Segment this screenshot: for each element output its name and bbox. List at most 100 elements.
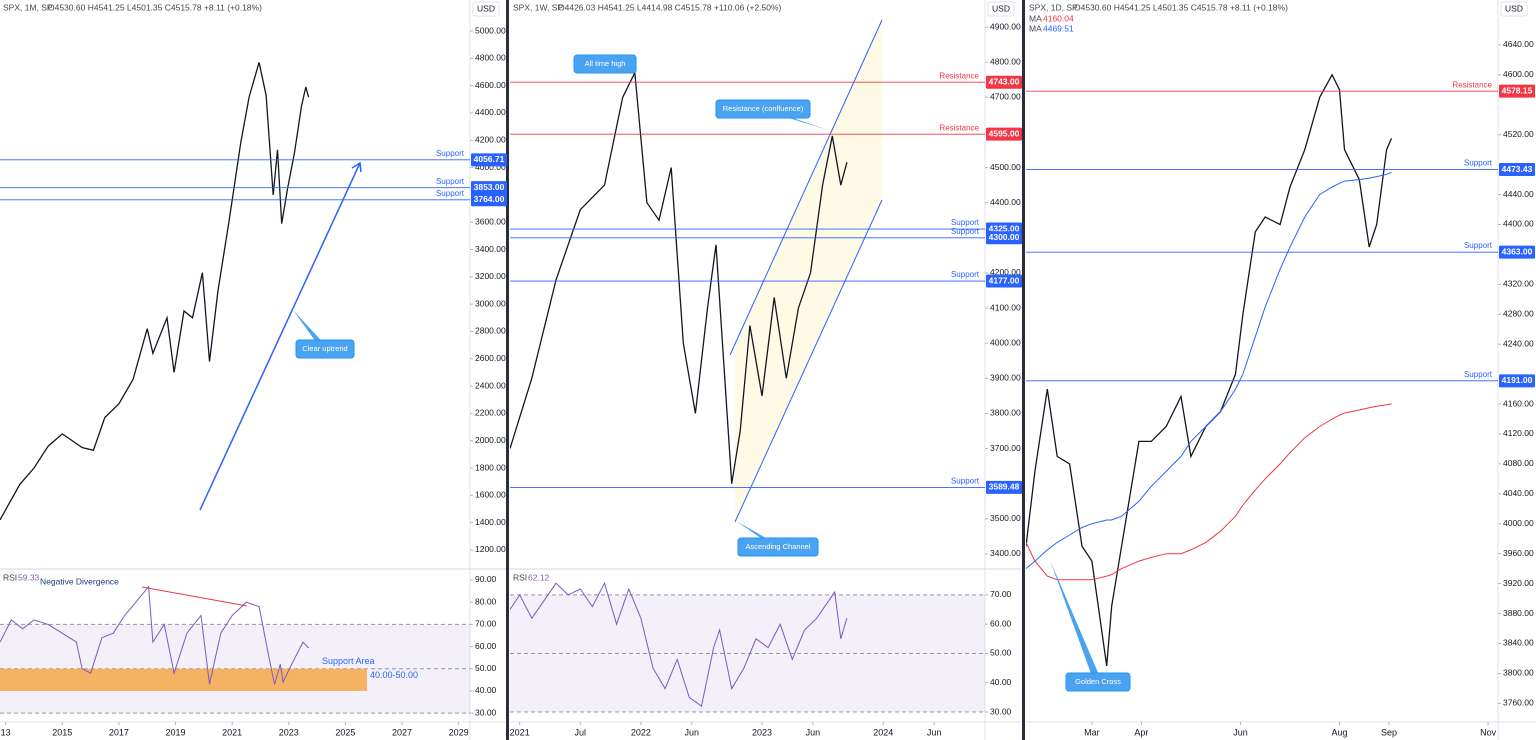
y-tick-label: 4520.00 (1503, 129, 1534, 139)
y-tick-label: 4800.00 (990, 56, 1021, 66)
annotation-text: Negative Divergence (40, 576, 119, 586)
callout-text: Ascending Channel (745, 542, 810, 551)
level-name: Support (951, 218, 980, 227)
series-line (1026, 171, 1392, 569)
y-tick-label: 4280.00 (1503, 308, 1534, 318)
y-tick-label: 2200.00 (475, 408, 506, 418)
y-tick-label: 4600.00 (1503, 69, 1534, 79)
x-tick-label: 2017 (109, 727, 129, 737)
x-tick-label: Jun (1233, 727, 1248, 737)
level-price-box (986, 75, 1022, 89)
plot-area (1026, 73, 1393, 666)
support-area-range: 40.00-50.00 (370, 670, 418, 680)
level-name: Support (951, 227, 980, 236)
x-tick-label: Mar (1084, 727, 1100, 737)
panel-separator (1022, 0, 1025, 740)
level-price-label: 4363.00 (1502, 246, 1533, 256)
level-name: Resistance (1452, 80, 1492, 89)
level-name: Support (1464, 241, 1493, 250)
legend-value: 4469.51 (1043, 23, 1074, 33)
callout-box (715, 99, 811, 119)
x-tick-label: 2027 (392, 727, 412, 737)
y-tick-label: 2600.00 (475, 353, 506, 363)
x-tick-label: Sep (1381, 727, 1397, 737)
x-tick-label: 2021 (510, 727, 530, 737)
plot-area (510, 70, 848, 484)
y-tick-label: 3920.00 (1503, 578, 1534, 588)
x-tick-label: 2019 (166, 727, 186, 737)
x-tick-label: 2021 (222, 727, 242, 737)
currency-label: USD (477, 3, 495, 13)
divergence-line (141, 586, 248, 607)
level-name: Support (951, 477, 980, 486)
series-line (1026, 403, 1392, 581)
level-price-box (471, 181, 507, 195)
y-tick-label: 40.00 (990, 677, 1012, 687)
y-tick-label: 3900.00 (990, 373, 1021, 383)
y-tick-label: 4800.00 (475, 53, 506, 63)
y-tick-label: 60.00 (990, 618, 1012, 628)
x-tick-label: 13 (1, 727, 11, 737)
level-name: Support (951, 270, 980, 279)
y-tick-label: 50.00 (990, 648, 1012, 658)
y-tick-label: 4440.00 (1503, 189, 1534, 199)
currency-label: USD (992, 3, 1010, 13)
y-tick-label: 1400.00 (475, 517, 506, 527)
ohlc-values: O4426.03 H4541.25 L4414.98 C4515.78 +110… (558, 2, 782, 12)
x-tick-label: 2023 (279, 727, 299, 737)
y-tick-label: 3400.00 (475, 244, 506, 254)
y-tick-label: 4120.00 (1503, 428, 1534, 438)
y-tick-label: 1800.00 (475, 462, 506, 472)
x-tick-label: Jun (806, 727, 821, 737)
y-tick-label: 4000.00 (475, 162, 506, 172)
y-tick-label: 4600.00 (475, 80, 506, 90)
callout-text: Resistance (confluence) (723, 104, 804, 113)
level-price-label: 4578.15 (1502, 85, 1533, 95)
callout-box (295, 339, 355, 359)
y-tick-label: 3600.00 (475, 216, 506, 226)
y-tick-label: 4040.00 (1503, 488, 1534, 498)
y-tick-label: 4400.00 (1503, 219, 1534, 229)
indicator-title: RSI (3, 572, 17, 582)
level-price-label: 4177.00 (989, 275, 1020, 285)
y-tick-label: 3960.00 (1503, 548, 1534, 558)
series-line (510, 581, 848, 708)
level-name: Support (1464, 159, 1493, 168)
trend-arrow (199, 162, 361, 511)
level-price-box (986, 480, 1022, 494)
level-price-label: 3589.48 (989, 482, 1020, 492)
y-tick-label: 3400.00 (990, 548, 1021, 558)
x-tick-label: 2025 (335, 727, 355, 737)
callout-box (573, 54, 637, 74)
currency-box (987, 1, 1015, 17)
level-name: Resistance (939, 123, 979, 132)
indicator-value: 62.12 (528, 572, 550, 582)
x-tick-label: Jun (685, 727, 700, 737)
callout-box (1065, 672, 1131, 692)
plot-area (0, 585, 470, 714)
y-tick-label: 4080.00 (1503, 458, 1534, 468)
series-line (0, 62, 310, 521)
callout-text: All time high (585, 59, 626, 68)
level-price-box (1499, 163, 1535, 177)
channel-line (729, 19, 883, 356)
level-name: Support (436, 149, 465, 158)
y-tick-label: 90.00 (475, 574, 497, 584)
y-tick-label: 40.00 (475, 685, 497, 695)
callout-text: Clear uptrend (302, 344, 347, 353)
level-price-label: 4191.00 (1502, 375, 1533, 385)
y-tick-label: 4240.00 (1503, 338, 1534, 348)
legend-name: MA (1029, 23, 1042, 33)
x-tick-label: Apr (1134, 727, 1148, 737)
legend-value: 4160.04 (1043, 13, 1074, 23)
support-area (0, 668, 367, 691)
level-price-label: 4595.00 (989, 128, 1020, 138)
level-price-label: 4743.00 (989, 76, 1020, 86)
symbol-title: SPX, 1W, SP (513, 2, 563, 12)
series-line (0, 585, 309, 685)
x-tick-label: 2024 (873, 727, 893, 737)
level-name: Resistance (939, 71, 979, 80)
y-tick-label: 4700.00 (990, 92, 1021, 102)
